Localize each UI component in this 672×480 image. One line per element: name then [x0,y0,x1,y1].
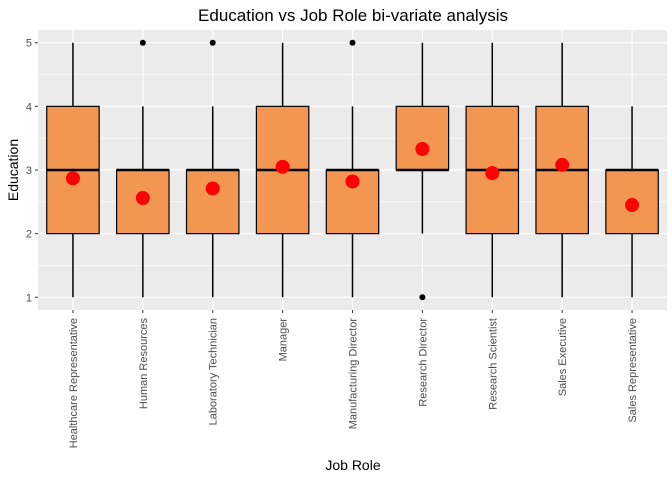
x-axis-title: Job Role [325,457,380,473]
box-iqr [185,169,240,235]
x-axis-ticks: Healthcare Representative Human Resources… [68,310,639,448]
mean-point [65,171,80,186]
box-healthcare-representative [46,42,100,298]
mean-point [205,181,220,196]
box-manufacturing-director [325,39,380,298]
outlier-point [419,294,426,301]
mean-point [345,174,360,189]
x-tick-label: Manager [278,318,290,362]
mean-point [485,166,500,181]
mean-point [275,159,290,174]
y-axis-ticks: 1 2 3 4 5 [26,38,38,304]
mean-point [135,191,150,205]
outlier-point [209,39,216,46]
mean-point [555,157,570,172]
x-tick-label: Human Resources [138,318,150,410]
x-tick-label: Research Director [417,318,429,407]
y-tick-label: 2 [26,229,32,241]
box-iqr [395,105,450,171]
box-manager [255,42,310,298]
x-tick-label: Research Scientist [487,318,499,410]
box-sales-executive [535,42,589,298]
outlier-point [139,39,146,46]
y-tick-label: 4 [26,101,32,113]
box-research-director [395,42,450,301]
x-tick-label: Laboratory Technician [208,318,220,425]
mean-point [415,142,430,156]
box-sales-representative [605,106,659,298]
chart-title: Education vs Job Role bi-variate analysi… [198,6,508,25]
y-axis-title: Education [5,139,21,201]
x-tick-label: Healthcare Representative [68,318,80,448]
box-laboratory-technician [185,39,240,298]
y-tick-label: 3 [26,165,32,177]
y-tick-label: 5 [26,38,32,50]
outlier-point [349,39,356,46]
box-research-scientist [465,42,520,298]
x-tick-label: Manufacturing Director [348,318,360,430]
box-human-resources [116,39,170,298]
box-series [46,39,659,301]
x-tick-label: Sales Representative [627,318,639,423]
x-tick-label: Sales Executive [557,318,569,396]
mean-point [625,198,640,212]
y-tick-label: 1 [26,292,32,304]
